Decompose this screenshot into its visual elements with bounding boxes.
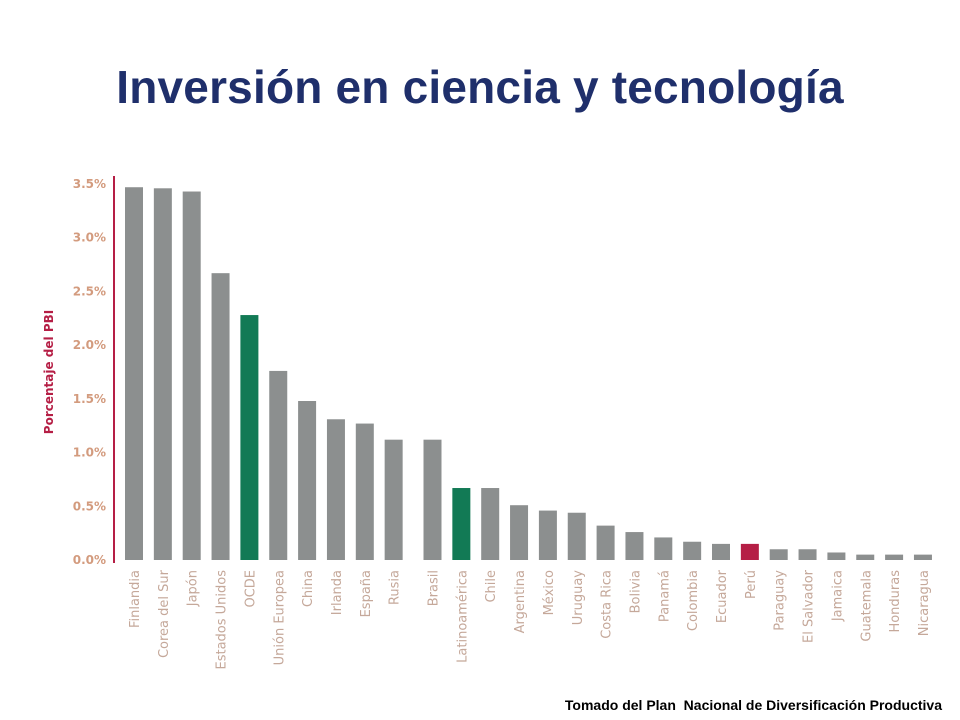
bar (298, 401, 317, 560)
y-tick-label: 0.0% (73, 553, 106, 567)
x-tick-label: Unión Europea (272, 570, 287, 665)
bar (567, 512, 586, 560)
bar (596, 525, 615, 560)
x-tick-label: Bolivia (628, 570, 643, 613)
x-tick-label: Corea del Sur (157, 569, 172, 658)
x-tick-label: Colombia (686, 570, 701, 631)
bar (510, 505, 529, 560)
bar (326, 419, 345, 560)
y-tick-label: 3.5% (73, 177, 106, 191)
x-tick-label: Ecuador (715, 569, 730, 623)
x-tick-label: Paraguay (773, 570, 788, 631)
x-tick-label: Chile (484, 570, 499, 603)
bar-chart: 0.0% 0.5% 1.0% 1.5% 2.0% 2.5% 3.0% 3.5% Porcenta… (42, 176, 932, 670)
x-tick-label: Irlanda (330, 570, 345, 615)
bar (269, 370, 288, 560)
x-tick-label: Panamá (657, 570, 672, 622)
y-tick-label: 0.5% (73, 499, 106, 513)
bar (856, 554, 875, 560)
y-tick-label: 2.0% (73, 338, 106, 352)
bar (913, 554, 932, 560)
y-tick-label: 3.0% (73, 231, 106, 245)
bar (384, 439, 403, 560)
bar (423, 439, 442, 560)
x-tick-label: Estados Unidos (215, 570, 230, 670)
bar (355, 423, 374, 560)
bar (211, 273, 230, 560)
x-tick-label: OCDE (243, 570, 258, 608)
y-tick-label: 1.5% (73, 392, 106, 406)
x-tick-label: Latinoamérica (455, 570, 470, 663)
bar (740, 543, 759, 560)
bar (625, 532, 644, 560)
x-tick-label: Rusia (388, 570, 403, 605)
x-tick-label: Perú (744, 570, 759, 599)
bar (182, 191, 201, 560)
source-note: Tomado del Plan Nacional de Diversificac… (564, 697, 942, 713)
bar (769, 549, 788, 560)
x-tick-label: El Salvador (802, 569, 817, 643)
bar (240, 315, 259, 560)
bar (481, 488, 500, 560)
y-axis-label: Porcentaje del PBI (42, 310, 56, 434)
bar (798, 549, 817, 560)
bar (153, 188, 172, 560)
x-tick-label: China (301, 570, 316, 607)
x-tick-label: Uruguay (571, 570, 586, 626)
x-tick-label: España (359, 570, 374, 617)
slide-title: Inversión en ciencia y tecnología (116, 61, 844, 113)
y-tick-label: 1.0% (73, 446, 106, 460)
x-tick-label: México (542, 570, 557, 615)
bar (683, 541, 702, 560)
x-tick-label: Jamaica (830, 570, 845, 622)
x-tick-label: Argentina (513, 570, 528, 633)
y-tick-label: 2.5% (73, 284, 106, 298)
bar (885, 554, 904, 560)
x-tick-label: Brasil (427, 570, 442, 606)
x-tick-label: Guatemala (859, 570, 874, 642)
bar (125, 187, 143, 561)
bar (712, 543, 730, 560)
bar (654, 537, 673, 560)
bar (538, 510, 557, 560)
x-tick-label: Costa Rica (600, 570, 615, 639)
x-tick-label: Nicaragua (917, 570, 932, 636)
x-tick-label: Finlandia (128, 570, 143, 628)
bar (827, 552, 846, 560)
bar (452, 488, 471, 560)
x-tick-label: Japón (186, 570, 201, 607)
x-tick-label: Honduras (888, 570, 903, 633)
